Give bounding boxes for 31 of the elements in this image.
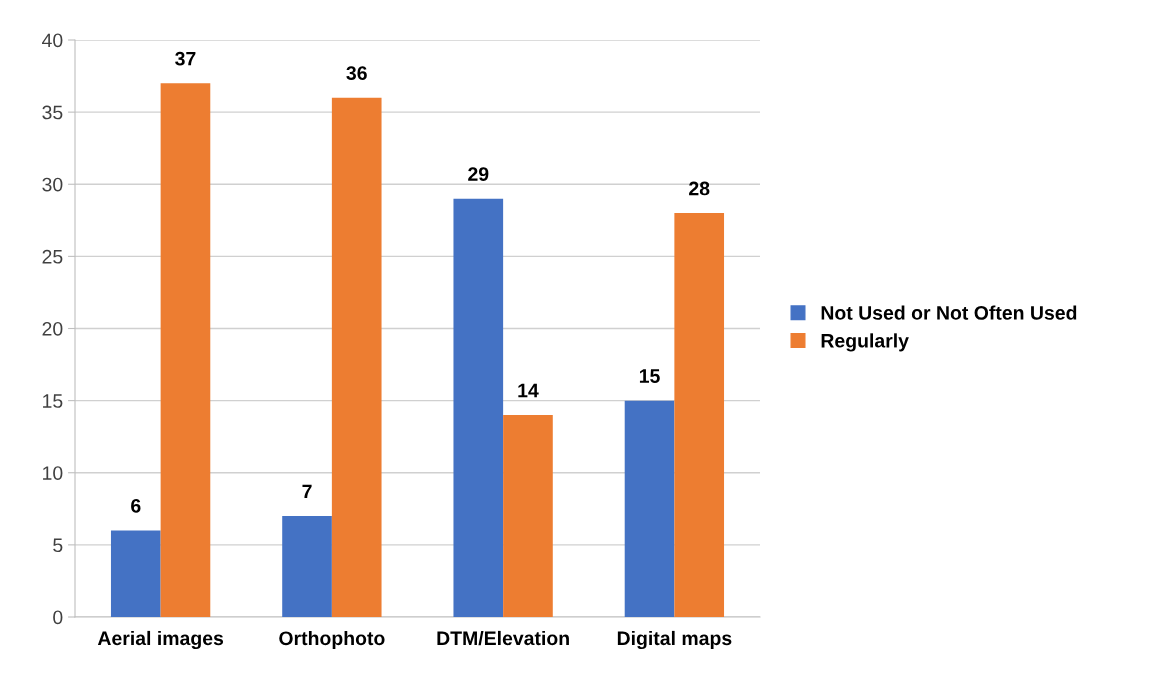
y-tick-label: 35 bbox=[42, 105, 63, 120]
data-label: 29 bbox=[468, 167, 489, 181]
data-label: 28 bbox=[689, 181, 710, 196]
y-tick-label: 10 bbox=[43, 466, 63, 480]
x-tick-label: DTM/Elevation bbox=[437, 630, 569, 646]
bar bbox=[110, 530, 161, 617]
data-label: 37 bbox=[175, 51, 196, 66]
y-tick-label: 40 bbox=[42, 33, 63, 48]
y-tick-label: 15 bbox=[43, 394, 63, 408]
legend-label: Not Used or Not Often Used bbox=[821, 305, 1077, 320]
bar bbox=[282, 516, 332, 617]
x-tick-label: Digital maps bbox=[617, 630, 732, 650]
bar bbox=[674, 213, 725, 617]
bar bbox=[503, 415, 553, 617]
y-tick-label: 30 bbox=[42, 177, 63, 192]
data-label: 15 bbox=[639, 369, 660, 383]
x-tick-label: Aerial images bbox=[97, 630, 224, 650]
y-tick-label: 0 bbox=[53, 610, 63, 625]
data-label: 14 bbox=[518, 383, 539, 398]
data-label: 6 bbox=[131, 498, 141, 513]
data-label: 7 bbox=[302, 484, 312, 499]
legend-label: Regularly bbox=[821, 333, 909, 352]
y-tick-label: 5 bbox=[53, 538, 63, 553]
x-tick-label: Orthophoto bbox=[279, 630, 385, 650]
y-tick-label: 20 bbox=[42, 321, 63, 336]
bar bbox=[624, 400, 675, 617]
bar bbox=[160, 83, 211, 617]
bar bbox=[453, 198, 504, 617]
bar bbox=[331, 97, 382, 617]
data-label: 36 bbox=[346, 66, 367, 80]
y-tick-label: 25 bbox=[42, 249, 63, 264]
